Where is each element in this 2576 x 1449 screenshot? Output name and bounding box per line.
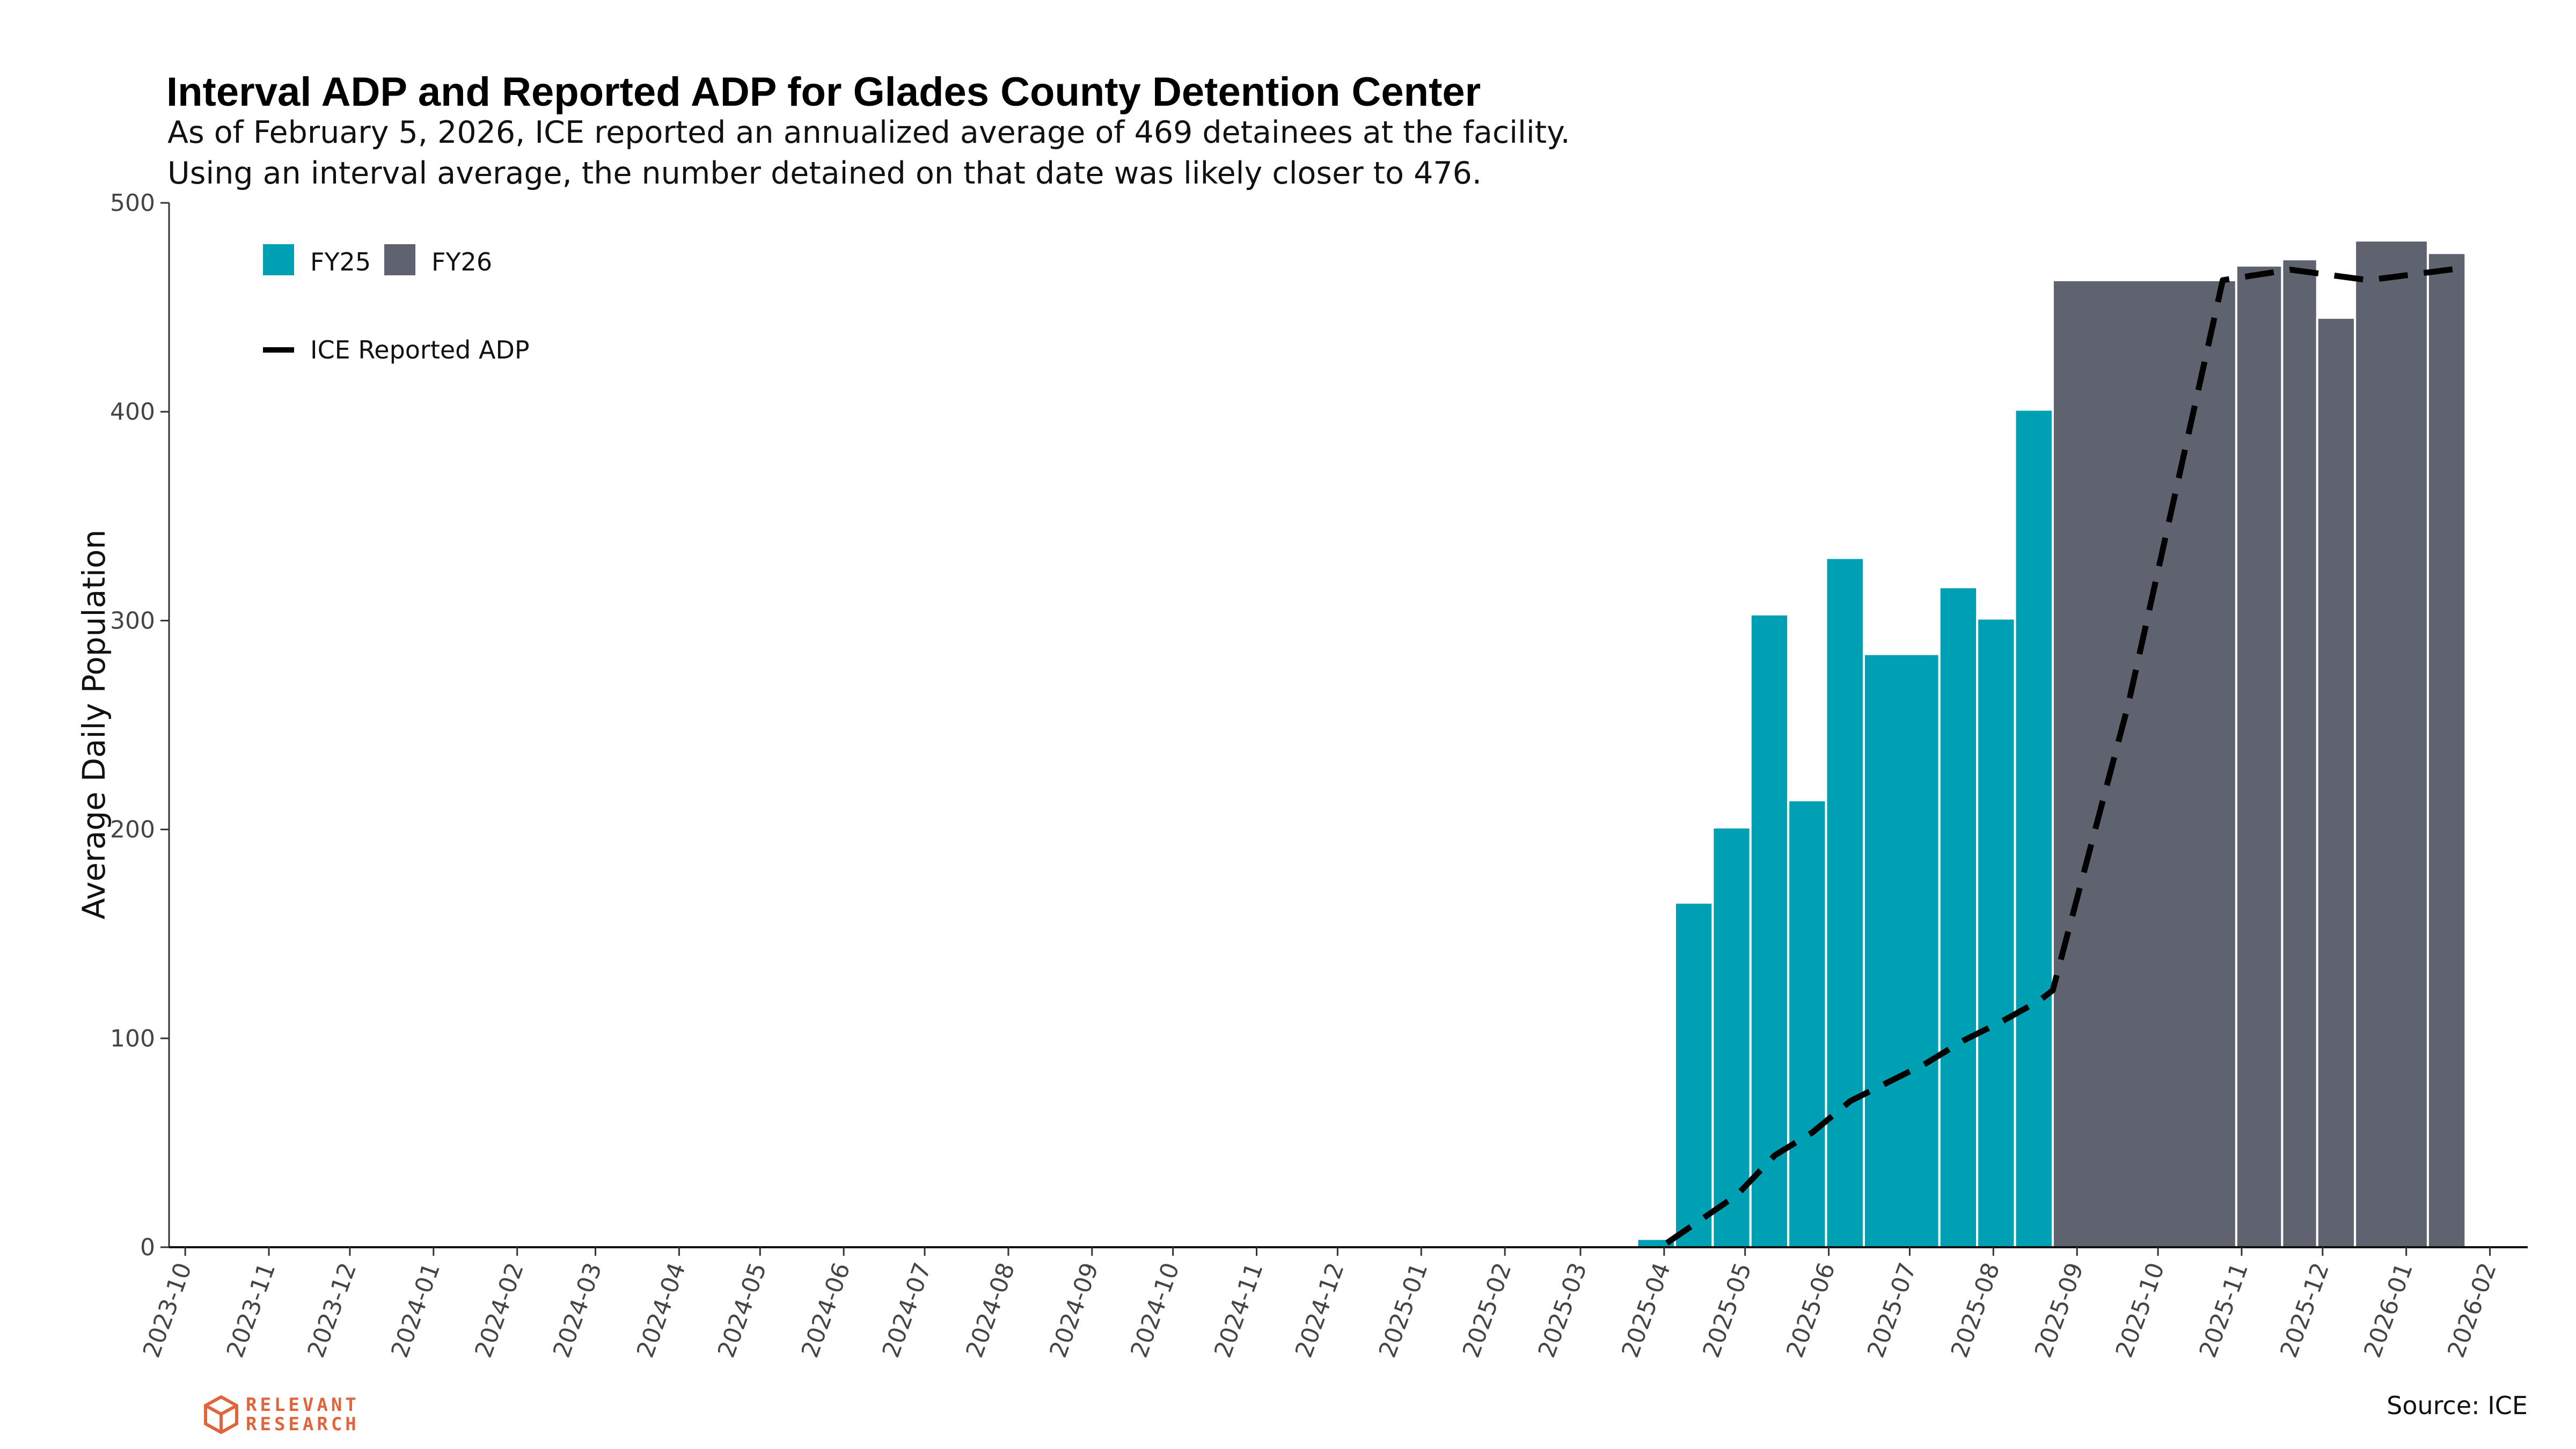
x-tick-label: 2025-09 (2030, 1259, 2089, 1361)
x-tick-label: 2025-01 (1374, 1259, 1433, 1361)
x-tick-label: 2026-01 (2359, 1259, 2418, 1361)
reported-adp-line (1665, 265, 2466, 1246)
bar-fy25 (1787, 799, 1827, 1249)
bar-fy26 (2426, 252, 2467, 1249)
axes (168, 203, 2528, 1248)
bar-fy25 (1749, 613, 1790, 1248)
y-tick-label: 300 (110, 607, 155, 634)
brand-wordmark: RELEVANT RESEARCH (246, 1395, 360, 1434)
brand-line-1: RELEVANT (246, 1394, 360, 1416)
legend-label-fy26: FY26 (431, 247, 492, 276)
x-tick-label: 2024-03 (548, 1259, 608, 1361)
legend-label-fy25: FY25 (310, 247, 371, 276)
y-axis-ticks: 0 100 200 300 400 500 (110, 189, 169, 1261)
x-tick-label: 2023-11 (222, 1259, 281, 1361)
y-tick-label: 500 (110, 189, 155, 217)
y-tick-label: 100 (110, 1025, 155, 1052)
bar-fy25 (1938, 586, 1979, 1248)
x-tick-label: 2024-09 (1044, 1259, 1104, 1361)
x-tick-label: 2024-08 (961, 1259, 1020, 1361)
x-tick-label: 2026-02 (2442, 1259, 2502, 1361)
x-tick-label: 2025-12 (2275, 1259, 2334, 1361)
x-tick-label: 2024-10 (1125, 1259, 1185, 1361)
x-tick-label: 2025-08 (1946, 1259, 2006, 1361)
x-axis-ticks: 2023-10 2023-11 2023-12 2024-01 2024-02 2024-… (138, 1247, 2502, 1362)
hexagon-cube-icon (204, 1395, 238, 1434)
x-tick-label: 2024-02 (470, 1259, 529, 1361)
y-tick-label: 400 (110, 398, 155, 426)
y-tick-label: 200 (110, 816, 155, 844)
bar-fy26 (2051, 279, 2237, 1248)
reported-adp-line-layer (1665, 265, 2466, 1246)
x-tick-label: 2025-03 (1533, 1259, 1593, 1361)
legend: FY25 FY26 ICE Reported ADP (263, 244, 530, 364)
x-tick-label: 2025-02 (1458, 1259, 1517, 1361)
x-tick-label: 2025-07 (1862, 1259, 1922, 1361)
y-axis-label: Average Daily Population (76, 530, 112, 920)
x-tick-label: 2024-04 (632, 1259, 691, 1361)
x-tick-label: 2025-05 (1697, 1259, 1757, 1361)
x-tick-label: 2023-10 (138, 1259, 197, 1361)
bar-series (1636, 239, 2467, 1249)
x-tick-label: 2024-12 (1290, 1259, 1350, 1361)
brand-line-2: RESEARCH (246, 1414, 360, 1435)
bar-fy26 (2235, 264, 2284, 1248)
chart-subtitle-line-2: Using an interval average, the number de… (167, 156, 1482, 191)
bar-fy26 (2354, 239, 2429, 1248)
x-tick-label: 2024-11 (1209, 1259, 1269, 1361)
legend-label-reported-adp: ICE Reported ADP (310, 335, 530, 364)
x-tick-label: 2025-04 (1616, 1259, 1676, 1361)
chart-subtitle-line-1: As of February 5, 2026, ICE reported an … (167, 115, 1570, 150)
x-tick-label: 2024-06 (796, 1259, 856, 1361)
chart-title: Interval ADP and Reported ADP for Glades… (166, 69, 1481, 115)
bar-fy25 (1673, 901, 1714, 1248)
bar-fy25 (1976, 617, 2016, 1248)
bar-fy25 (1825, 557, 1865, 1248)
legend-swatch-fy26 (384, 244, 415, 275)
x-tick-label: 2024-07 (877, 1259, 937, 1361)
legend-swatch-fy25 (263, 244, 294, 275)
x-tick-label: 2025-11 (2194, 1259, 2254, 1361)
bar-fy25 (2014, 408, 2054, 1248)
x-tick-label: 2024-05 (713, 1259, 772, 1361)
x-tick-label: 2025-10 (2111, 1259, 2170, 1361)
bar-fy26 (2281, 258, 2318, 1249)
y-tick-label: 0 (140, 1234, 155, 1261)
x-tick-label: 2023-12 (302, 1259, 362, 1361)
brand-logo: RELEVANT RESEARCH (204, 1395, 360, 1434)
x-tick-label: 2024-01 (386, 1259, 445, 1361)
x-tick-label: 2025-06 (1781, 1259, 1841, 1361)
source-note: Source: ICE (2387, 1391, 2528, 1420)
bar-fy26 (2316, 317, 2357, 1248)
bar-fy25 (1862, 653, 1941, 1248)
